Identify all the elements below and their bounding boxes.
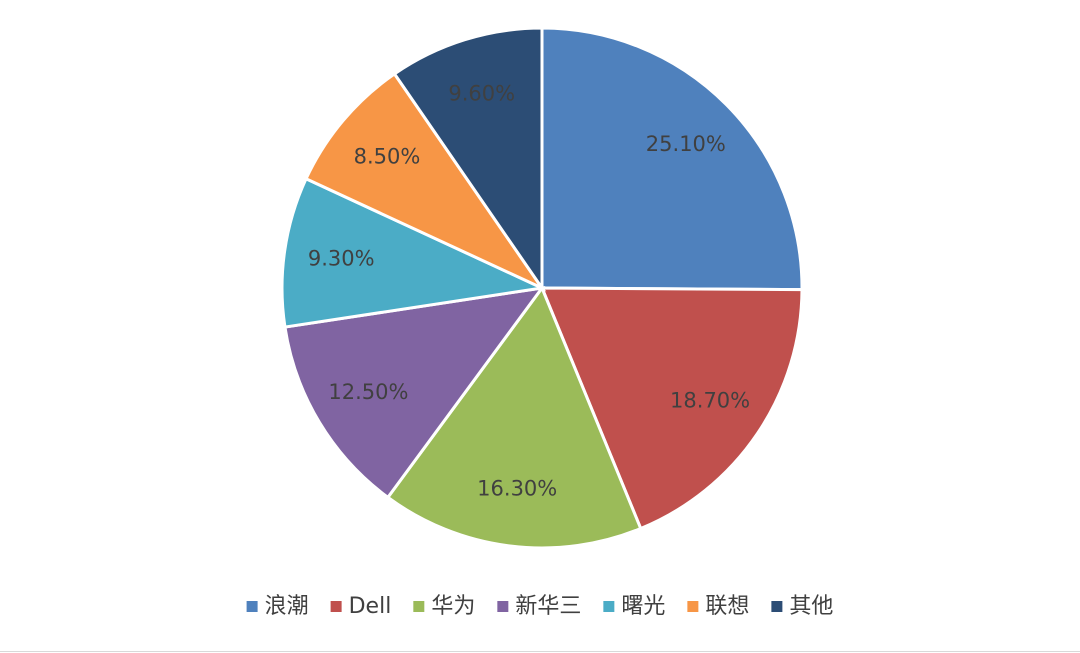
data-label: 8.50% bbox=[354, 144, 421, 168]
legend-swatch bbox=[603, 601, 615, 612]
legend-label: 曙光 bbox=[621, 594, 665, 619]
pie-slice bbox=[283, 285, 546, 500]
legend-label: Dell bbox=[349, 594, 392, 619]
data-label: 16.30% bbox=[477, 476, 557, 500]
legend-swatch bbox=[246, 601, 258, 612]
pie-slice bbox=[392, 26, 544, 293]
legend-label: 浪潮 bbox=[265, 594, 309, 619]
data-label: 12.50% bbox=[328, 380, 408, 404]
legend: 浪潮 Dell 华为 新华三 曙光 联想 其他 bbox=[246, 594, 833, 619]
pie-slice bbox=[540, 26, 804, 292]
legend-swatch bbox=[330, 601, 342, 612]
legend-swatch bbox=[497, 601, 509, 612]
legend-swatch bbox=[687, 601, 699, 612]
legend-swatch bbox=[771, 601, 783, 612]
legend-swatch bbox=[413, 601, 425, 612]
legend-label: 华为 bbox=[431, 594, 475, 619]
legend-label: 新华三 bbox=[515, 594, 581, 619]
data-label: 9.60% bbox=[448, 81, 515, 105]
pie-slice bbox=[304, 71, 547, 292]
pie-slice bbox=[385, 284, 643, 550]
legend-label: 联想 bbox=[705, 594, 749, 619]
data-label: 25.10% bbox=[646, 132, 726, 156]
data-label: 9.30% bbox=[308, 246, 375, 270]
legend-label: 其他 bbox=[789, 594, 833, 619]
data-label: 18.70% bbox=[670, 388, 750, 412]
pie-slice bbox=[539, 286, 804, 531]
pie-slice bbox=[280, 176, 548, 329]
